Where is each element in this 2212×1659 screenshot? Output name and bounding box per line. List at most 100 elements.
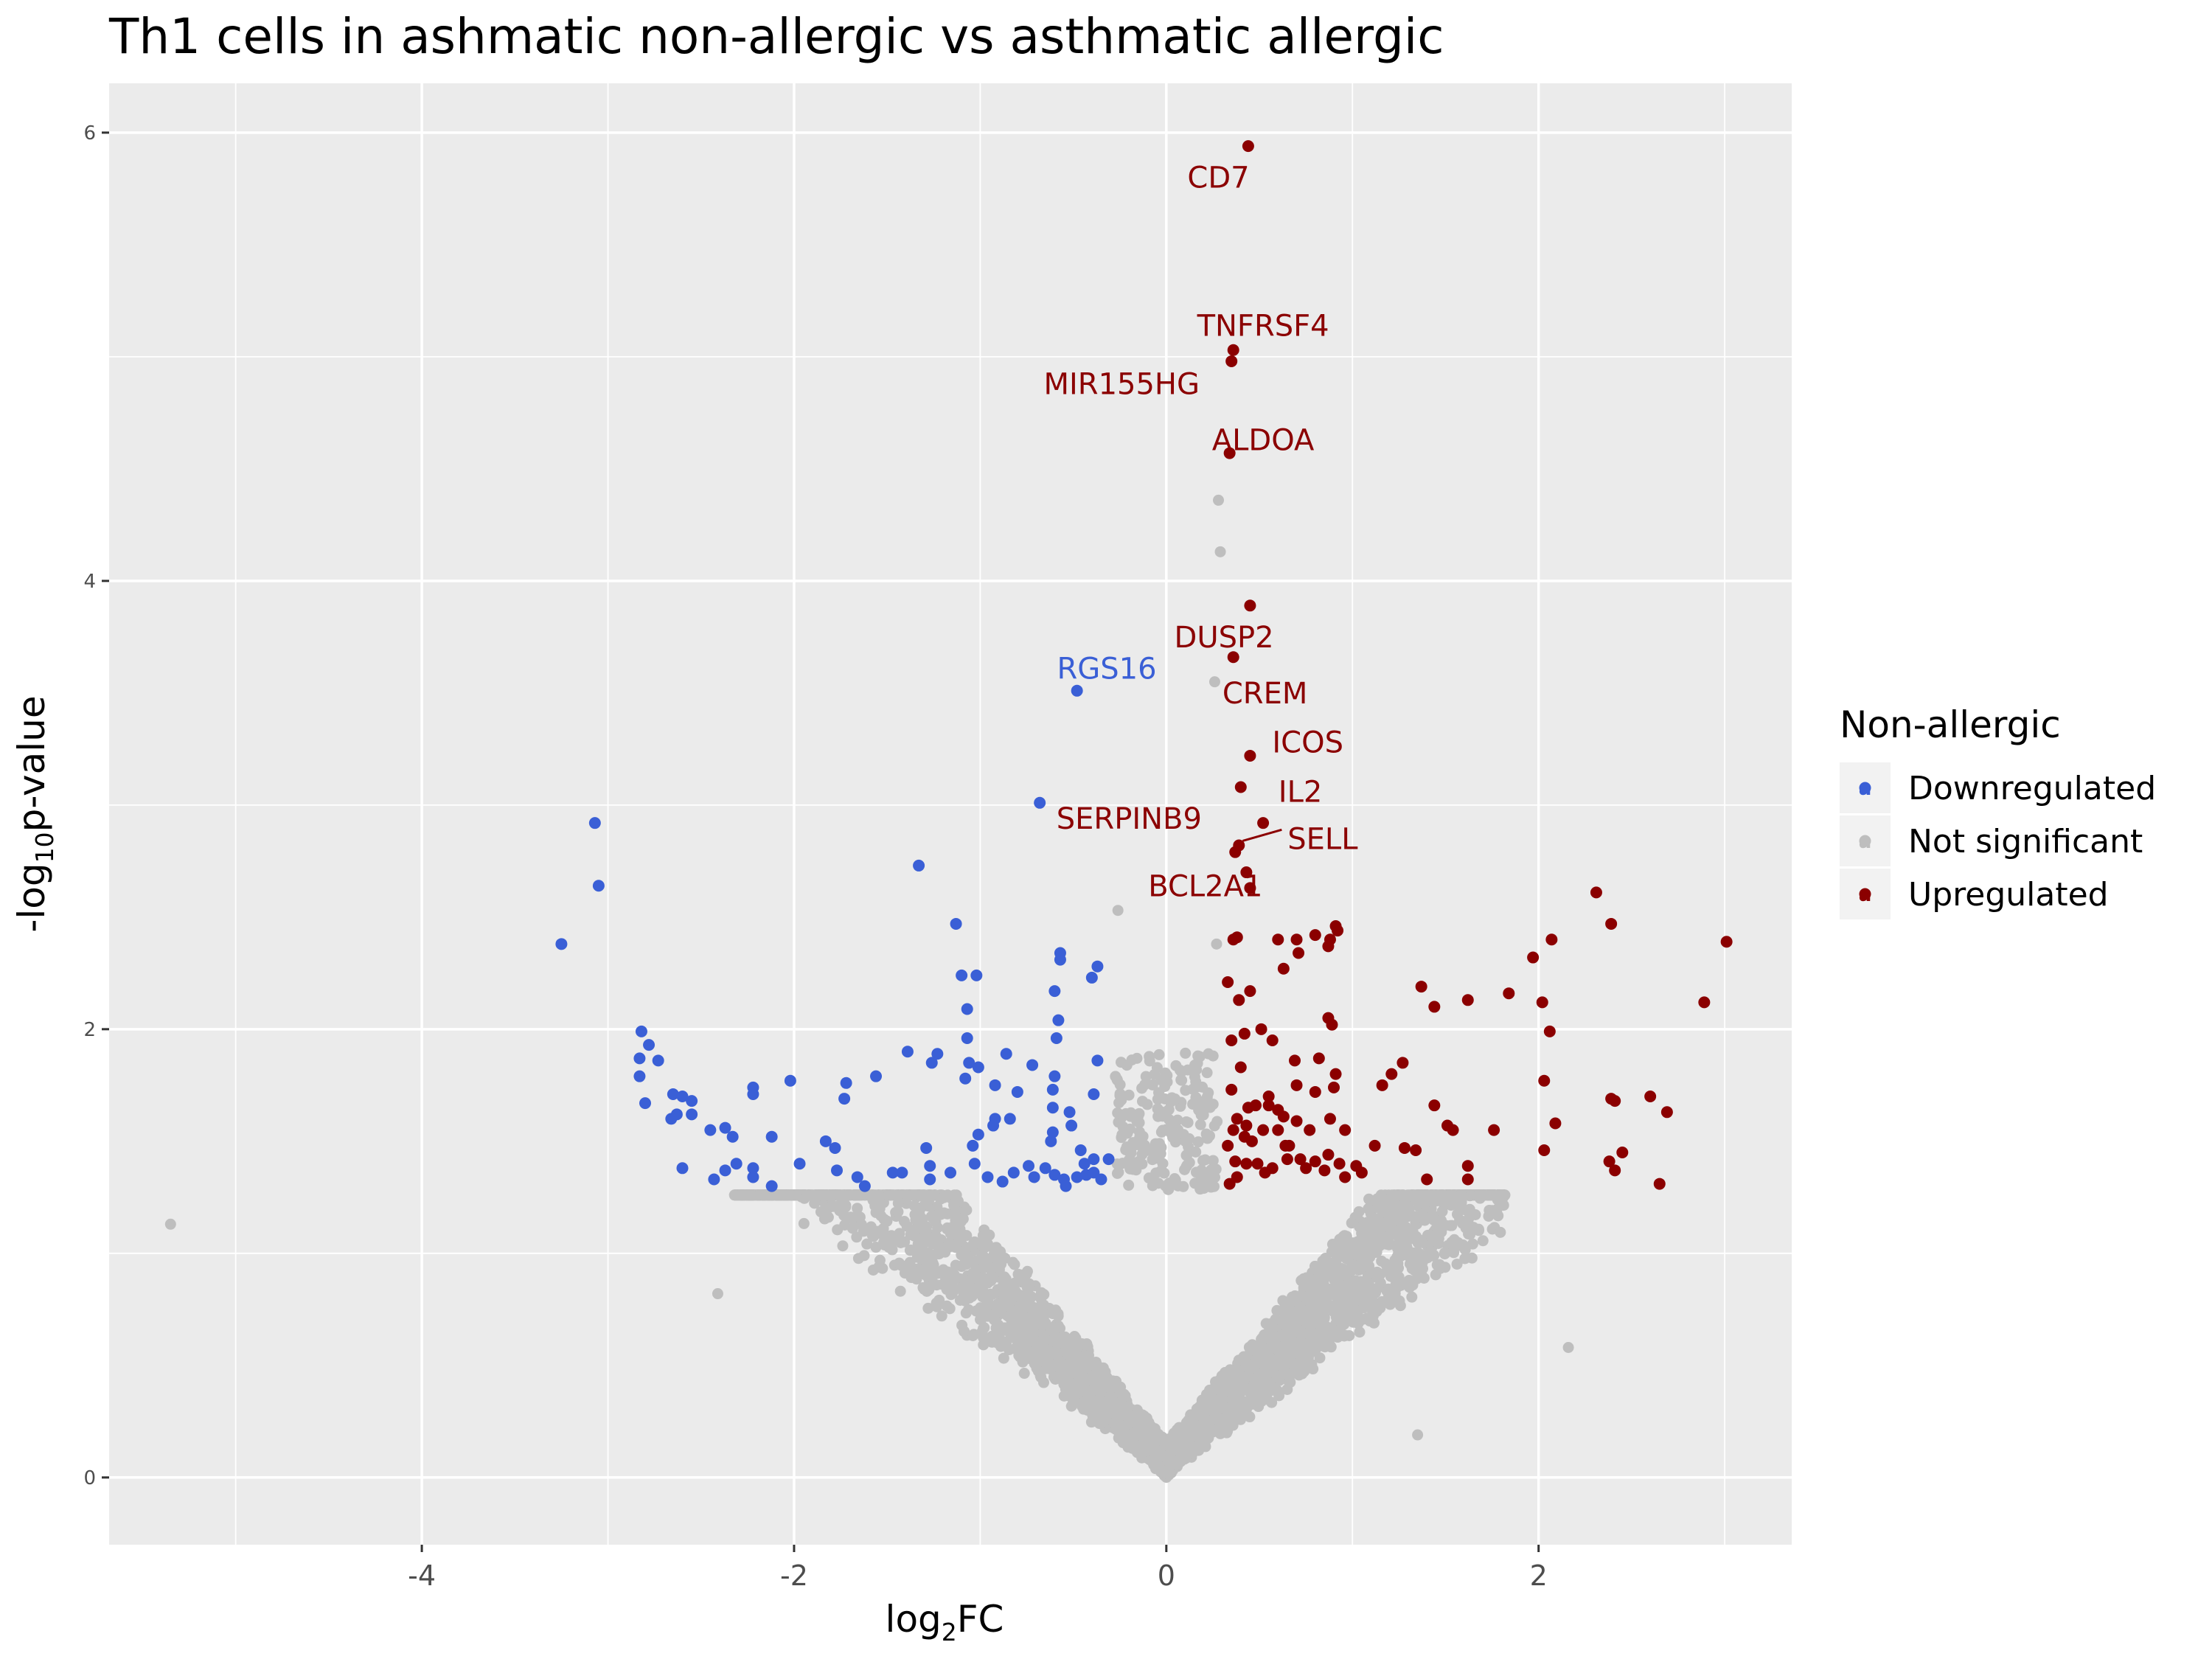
ns-point [782, 1189, 793, 1201]
up-point [1461, 994, 1474, 1006]
ns-point [1298, 1305, 1310, 1317]
ns-point [1366, 1236, 1377, 1248]
down-point [665, 1113, 678, 1125]
up-point [1242, 140, 1254, 153]
ns-point [930, 1231, 942, 1242]
ns-point [1125, 1107, 1137, 1119]
ns-point [1404, 1281, 1416, 1293]
up-point [1222, 975, 1234, 988]
gene-labels: CD7TNFRSF4MIR155HGALDOADUSP2CREMICOSIL2S… [1043, 161, 1358, 904]
ns-point [1081, 1338, 1093, 1350]
ns-point [1013, 1349, 1025, 1361]
ns-point [955, 1216, 967, 1228]
ns-point [1018, 1311, 1030, 1323]
ns-point [1007, 1256, 1019, 1268]
up-point [1415, 981, 1427, 993]
down-point [840, 1077, 852, 1089]
ns-point [1295, 1346, 1307, 1357]
ns-point [164, 1218, 176, 1230]
ns-point [1004, 1344, 1015, 1356]
up-point [1240, 1158, 1253, 1170]
ns-point [967, 1329, 979, 1341]
ns-point [927, 1210, 939, 1222]
ns-point [978, 1339, 990, 1351]
ns-point [1338, 1231, 1349, 1242]
ns-point [1012, 1268, 1024, 1280]
down-point [704, 1124, 717, 1136]
up-point [1322, 1149, 1335, 1161]
down-point [961, 1032, 973, 1044]
ns-point [1338, 1330, 1350, 1342]
ns-point [1301, 1362, 1313, 1374]
ns-point [1439, 1247, 1450, 1259]
down-point [956, 969, 968, 981]
ns-point [1444, 1220, 1456, 1231]
legend-label: Upregulated [1908, 876, 2109, 914]
ns-point [1203, 1048, 1214, 1060]
ns-point [896, 1259, 908, 1271]
ns-point [1213, 494, 1225, 506]
ns-point [947, 1272, 959, 1284]
legend-label: Not significant [1908, 823, 2143, 860]
up-point [1234, 1061, 1247, 1074]
up-point [1266, 1034, 1279, 1047]
ns-point [956, 1228, 968, 1240]
ns-point [1453, 1201, 1465, 1213]
ns-point [1112, 905, 1124, 917]
ns-point [961, 1204, 973, 1216]
ns-point [917, 1213, 928, 1225]
ns-point [1433, 1259, 1445, 1270]
up-point [1660, 1106, 1673, 1119]
gene-label: SERPINB9 [1057, 802, 1202, 836]
ns-point [1323, 1336, 1335, 1348]
up-point [1461, 1160, 1474, 1172]
up-point [1318, 1164, 1331, 1177]
down-point [765, 1180, 778, 1192]
ns-point [1495, 1226, 1506, 1238]
ns-point [1028, 1328, 1040, 1340]
down-point [981, 1171, 994, 1183]
ns-point [868, 1189, 880, 1201]
ns-point [1307, 1337, 1318, 1349]
up-point [1312, 1052, 1325, 1065]
ns-point [1205, 1166, 1217, 1178]
ns-point [1354, 1326, 1366, 1338]
ns-point [1100, 1396, 1112, 1408]
gene-label: IL2 [1279, 776, 1323, 810]
ns-point [1008, 1288, 1020, 1300]
ns-point [883, 1189, 895, 1201]
up-point [1527, 951, 1540, 964]
down-point [1007, 1166, 1020, 1179]
ns-point [1199, 1439, 1211, 1451]
down-point [1091, 1054, 1104, 1067]
ns-point [898, 1216, 910, 1228]
ns-point [861, 1238, 873, 1250]
ns-point [1152, 1093, 1164, 1105]
ns-point [1227, 1419, 1239, 1431]
ns-point [1150, 1456, 1161, 1468]
y-tick-label: 4 [83, 571, 96, 593]
ns-point [1174, 1064, 1186, 1076]
ns-point [1141, 1099, 1153, 1110]
ns-point [1166, 1092, 1178, 1104]
up-point [1549, 1117, 1562, 1130]
ns-point [1192, 1050, 1204, 1062]
gene-label: ICOS [1272, 726, 1343, 760]
legend-key-point [1859, 835, 1871, 847]
up-point [1447, 1124, 1459, 1136]
ns-point [1486, 1205, 1498, 1217]
ns-point [894, 1285, 906, 1297]
legend-key-glyph: a [1859, 831, 1872, 853]
ns-point [1161, 1124, 1172, 1135]
down-point [747, 1162, 759, 1175]
ns-point [1371, 1266, 1383, 1278]
ns-point [998, 1352, 1009, 1364]
ns-point [1114, 1079, 1126, 1091]
ns-point [1389, 1214, 1401, 1226]
down-point [676, 1091, 689, 1103]
up-point [1376, 1079, 1388, 1091]
down-point [968, 1158, 981, 1170]
ns-point [867, 1264, 879, 1276]
up-point [1698, 996, 1711, 1009]
up-point [1538, 1074, 1551, 1087]
